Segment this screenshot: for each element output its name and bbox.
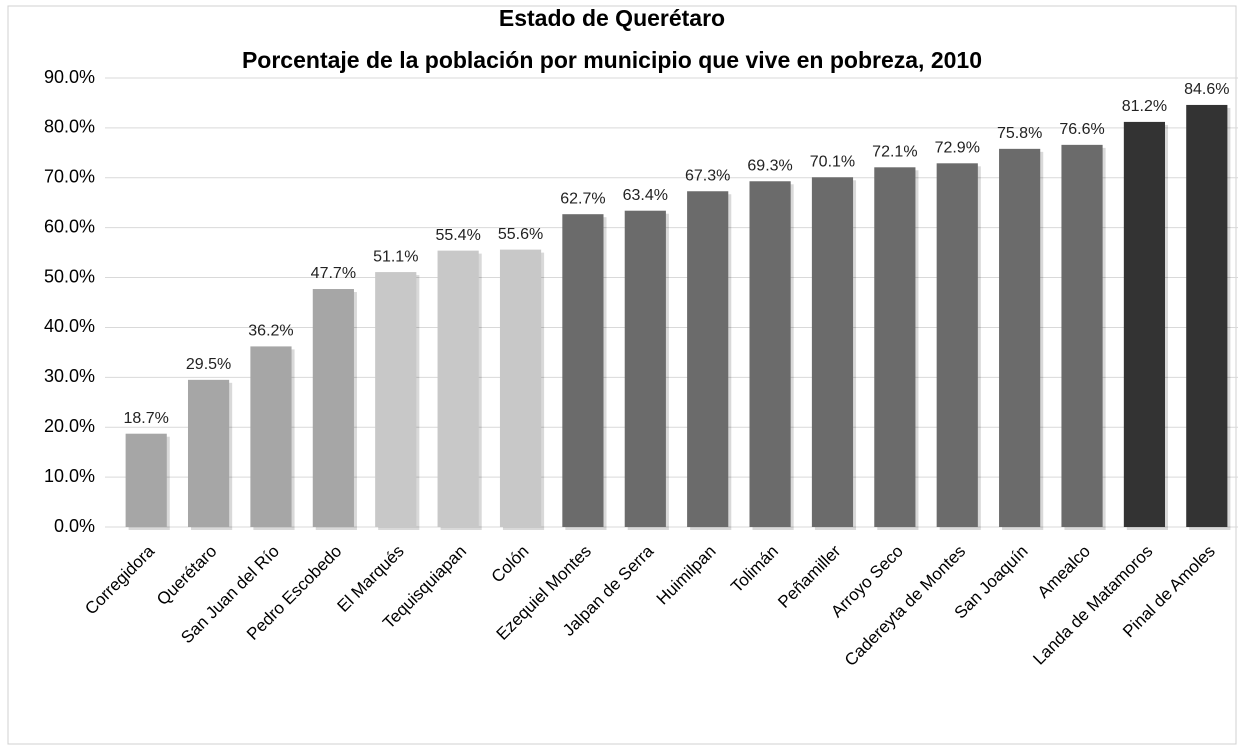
- y-tick-label: 70.0%: [44, 167, 95, 187]
- value-label: 75.8%: [997, 125, 1042, 142]
- value-label: 63.4%: [623, 187, 668, 204]
- value-label: 18.7%: [124, 410, 169, 427]
- y-tick-label: 50.0%: [44, 266, 95, 286]
- bar: [874, 167, 916, 527]
- bar: [499, 249, 542, 527]
- y-tick-label: 80.0%: [44, 117, 95, 137]
- bar: [562, 214, 604, 528]
- value-label: 72.9%: [935, 140, 980, 157]
- y-tick-label: 0.0%: [54, 516, 95, 536]
- value-label: 81.2%: [1122, 98, 1167, 115]
- y-tick-label: 30.0%: [44, 366, 95, 386]
- y-tick-label: 10.0%: [44, 466, 95, 486]
- value-label: 70.1%: [810, 153, 855, 170]
- bar: [1123, 121, 1166, 527]
- y-tick-label: 20.0%: [44, 416, 95, 436]
- value-label: 55.6%: [498, 226, 543, 243]
- value-label: 29.5%: [186, 356, 231, 373]
- value-label: 72.1%: [872, 144, 917, 161]
- bar: [1061, 144, 1103, 527]
- value-label: 62.7%: [560, 190, 605, 207]
- bar: [999, 148, 1041, 527]
- chart-subtitle: Porcentaje de la población por municipio…: [242, 47, 982, 73]
- value-label: 76.6%: [1059, 121, 1104, 138]
- bar: [624, 210, 666, 527]
- value-label: 69.3%: [747, 157, 792, 174]
- bar: [437, 250, 479, 528]
- bar: [749, 181, 791, 527]
- y-tick-label: 40.0%: [44, 316, 95, 336]
- bar: [811, 177, 854, 528]
- bar: [312, 289, 354, 527]
- bar: [187, 379, 230, 527]
- bar: [1186, 104, 1228, 527]
- value-label: 36.2%: [248, 323, 293, 340]
- bar: [250, 346, 292, 527]
- value-label: 47.7%: [311, 265, 356, 282]
- bar: [375, 272, 417, 527]
- y-tick-label: 90.0%: [44, 67, 95, 87]
- bar: [125, 433, 167, 527]
- bar: [936, 163, 978, 527]
- value-label: 51.1%: [373, 248, 418, 265]
- value-label: 67.3%: [685, 167, 730, 184]
- value-label: 55.4%: [435, 227, 480, 244]
- chart-title: Estado de Querétaro: [499, 5, 725, 31]
- bar: [687, 191, 729, 527]
- value-label: 84.6%: [1184, 81, 1229, 98]
- y-tick-label: 60.0%: [44, 216, 95, 236]
